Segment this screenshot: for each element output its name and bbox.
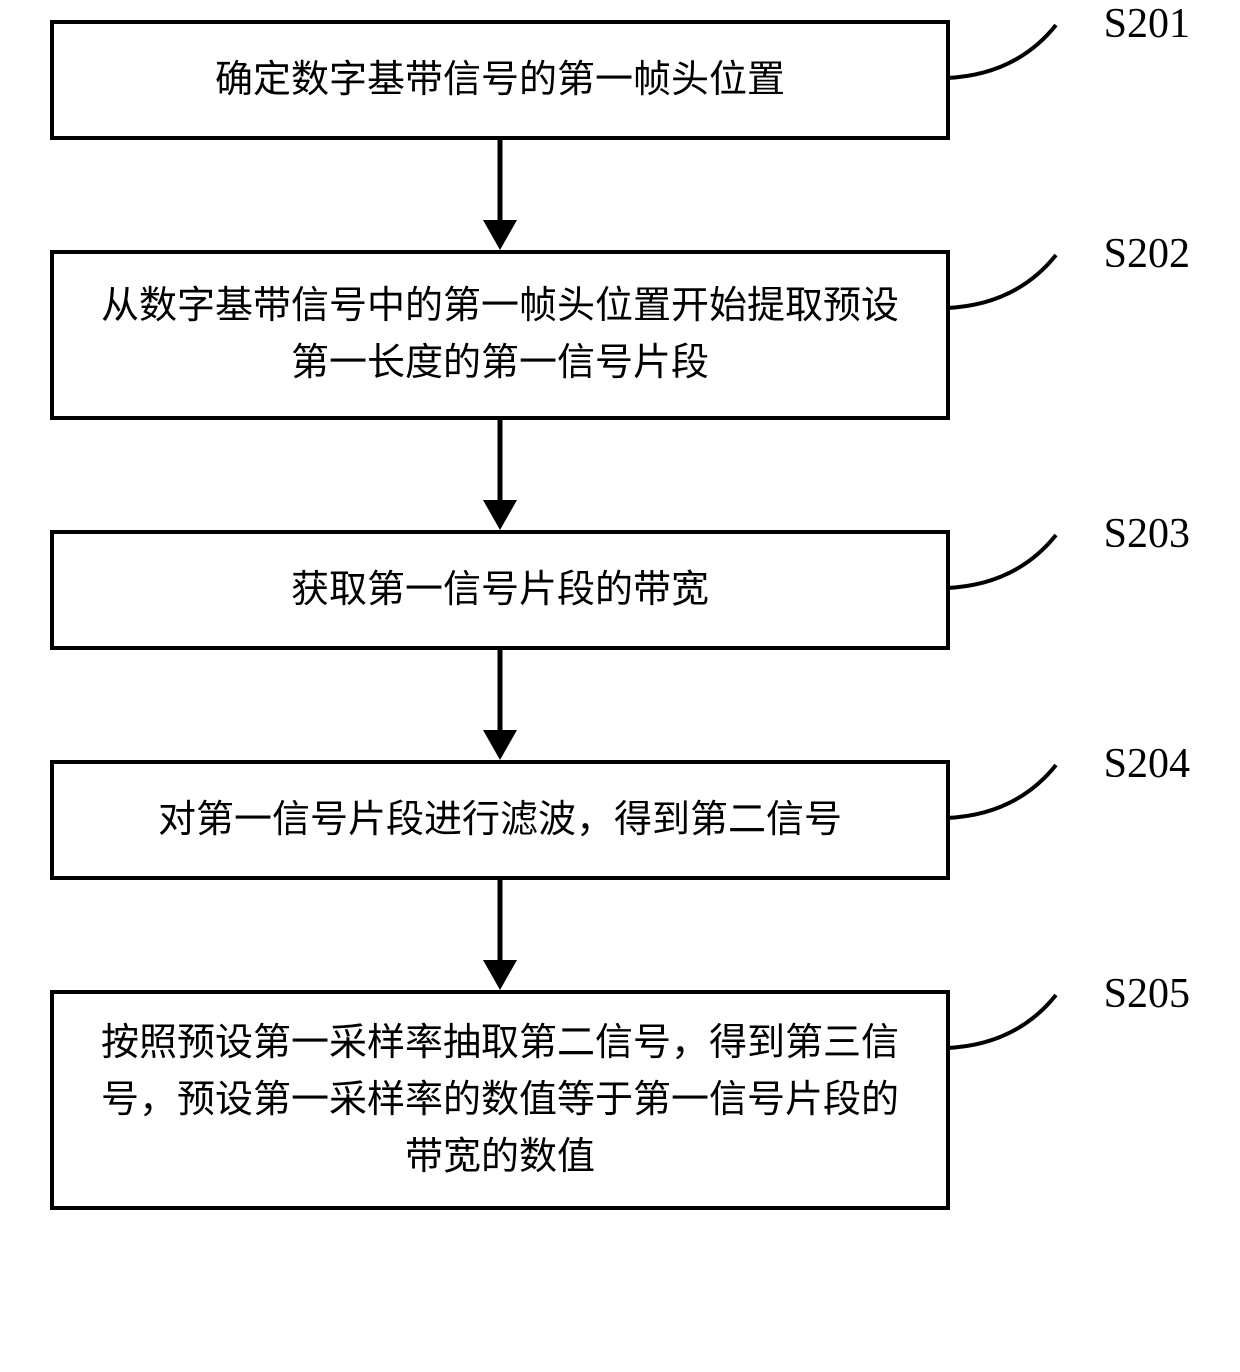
step-text: 对第一信号片段进行滤波，得到第二信号	[158, 792, 842, 849]
arrow-down	[50, 420, 950, 530]
step-label-s204: S204	[1104, 740, 1190, 788]
step-box-s201: 确定数字基带信号的第一帧头位置	[50, 20, 950, 140]
step-label-s202: S202	[1104, 230, 1190, 278]
step-row: 按照预设第一采样率抽取第二信号，得到第三信号，预设第一采样率的数值等于第一信号片…	[50, 990, 1190, 1210]
step-box-s205: 按照预设第一采样率抽取第二信号，得到第三信号，预设第一采样率的数值等于第一信号片…	[50, 990, 950, 1210]
step-row: 从数字基带信号中的第一帧头位置开始提取预设第一长度的第一信号片段 S202	[50, 250, 1190, 420]
step-label-wrap: S205	[950, 990, 1190, 1050]
step-label-wrap: S204	[950, 760, 1190, 820]
arrow-down	[50, 650, 950, 760]
step-label-s205: S205	[1104, 970, 1190, 1018]
step-label-s203: S203	[1104, 510, 1190, 558]
step-box-s202: 从数字基带信号中的第一帧头位置开始提取预设第一长度的第一信号片段	[50, 250, 950, 420]
step-label-s201: S201	[1104, 0, 1190, 48]
step-box-s204: 对第一信号片段进行滤波，得到第二信号	[50, 760, 950, 880]
step-row: 确定数字基带信号的第一帧头位置 S201	[50, 20, 1190, 140]
step-row: 对第一信号片段进行滤波，得到第二信号 S204	[50, 760, 1190, 880]
step-text: 按照预设第一采样率抽取第二信号，得到第三信号，预设第一采样率的数值等于第一信号片…	[84, 1015, 916, 1186]
step-label-wrap: S202	[950, 250, 1190, 310]
step-box-s203: 获取第一信号片段的带宽	[50, 530, 950, 650]
step-text: 获取第一信号片段的带宽	[291, 562, 709, 619]
step-text: 确定数字基带信号的第一帧头位置	[215, 52, 785, 109]
step-label-wrap: S203	[950, 530, 1190, 590]
arrow-down	[50, 880, 950, 990]
step-label-wrap: S201	[950, 20, 1190, 80]
arrow-down	[50, 140, 950, 250]
step-text: 从数字基带信号中的第一帧头位置开始提取预设第一长度的第一信号片段	[84, 278, 916, 392]
flowchart-container: 确定数字基带信号的第一帧头位置 S201 从数字基带信号中的第一帧头位置开始提取预设…	[50, 20, 1190, 1210]
step-row: 获取第一信号片段的带宽 S203	[50, 530, 1190, 650]
